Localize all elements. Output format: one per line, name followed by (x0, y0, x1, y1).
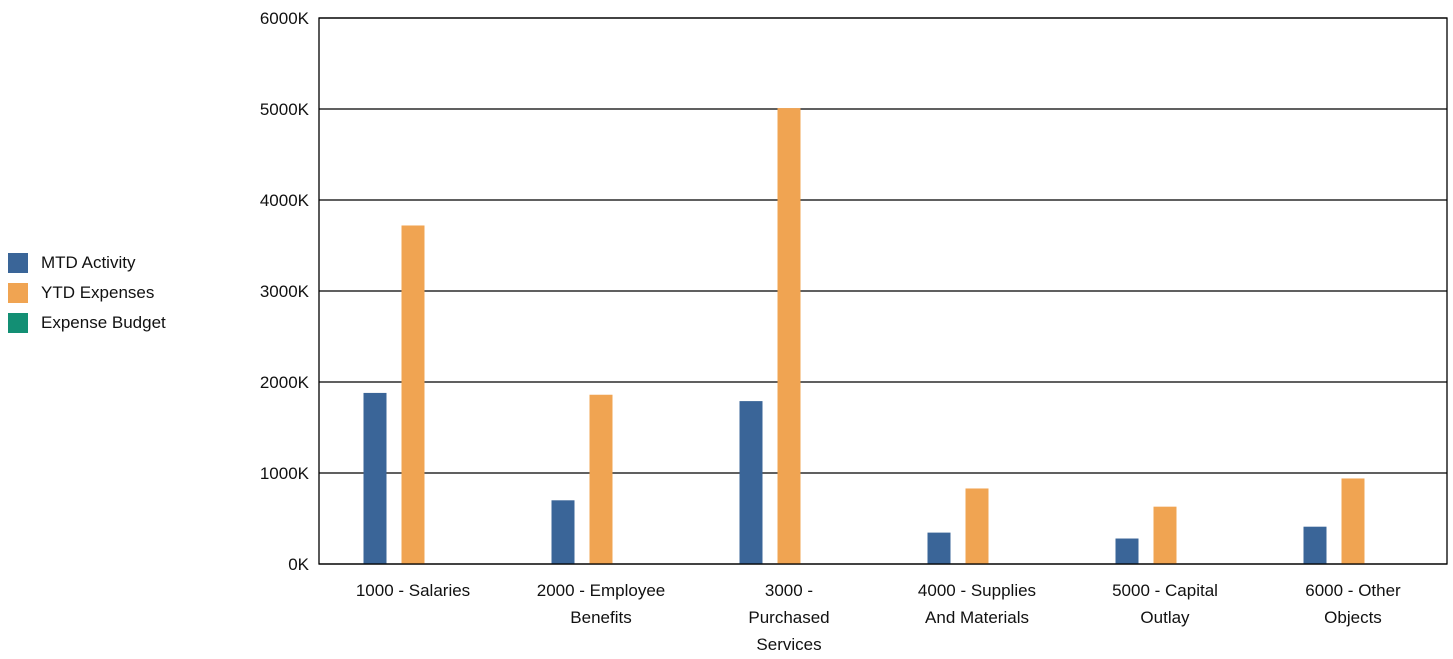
legend-item-ytd-expenses[interactable]: YTD Expenses (8, 278, 166, 308)
bar-mtd-activity-2[interactable] (551, 500, 575, 564)
x-tick-label-2: 2000 - Employee Benefits (537, 581, 666, 627)
x-tick-label-line: 6000 - Other (1305, 581, 1401, 600)
legend-swatch-expense-budget (8, 313, 28, 333)
bar-ytd-expenses-2[interactable] (589, 394, 613, 564)
x-tick-label-5: 5000 - Capital Outlay (1112, 581, 1218, 627)
axes (318, 17, 1448, 565)
x-tick-label-4: 4000 - Supplies And Materials (918, 581, 1036, 627)
x-tick-label-line: 3000 - (765, 581, 813, 600)
x-tick-label-6: 6000 - Other Objects (1305, 581, 1401, 627)
bar-mtd-activity-6[interactable] (1303, 526, 1327, 564)
x-tick-label-line: Benefits (570, 608, 631, 627)
y-tick-label-2000: 2000K (260, 373, 310, 392)
bar-ytd-expenses-3[interactable] (777, 108, 801, 564)
bar-mtd-activity-1[interactable] (363, 392, 387, 564)
x-tick-label-line: Services (756, 635, 821, 654)
bars (363, 108, 1365, 565)
x-tick-label-line: Outlay (1140, 608, 1190, 627)
y-axis-tick-labels: 0K 1000K 2000K 3000K 4000K 5000K 6000K (260, 9, 310, 574)
gridlines (319, 17, 1447, 565)
x-tick-label-3: 3000 - Purchased Services (748, 581, 829, 654)
x-tick-label-line: 1000 - Salaries (356, 581, 470, 600)
y-tick-label-1000: 1000K (260, 464, 310, 483)
plot-frame (318, 17, 1448, 565)
y-tick-label-4000: 4000K (260, 191, 310, 210)
bar-mtd-activity-3[interactable] (739, 401, 763, 564)
bar-ytd-expenses-6[interactable] (1341, 478, 1365, 564)
legend-swatch-mtd-activity (8, 253, 28, 273)
bar-ytd-expenses-4[interactable] (965, 488, 989, 564)
x-tick-label-1: 1000 - Salaries (356, 581, 470, 600)
x-tick-label-line: And Materials (925, 608, 1029, 627)
bar-mtd-activity-4[interactable] (927, 532, 951, 564)
bar-ytd-expenses-5[interactable] (1153, 506, 1177, 564)
x-tick-label-line: 5000 - Capital (1112, 581, 1218, 600)
legend-swatch-ytd-expenses (8, 283, 28, 303)
legend-label-ytd-expenses: YTD Expenses (41, 283, 155, 302)
y-tick-label-3000: 3000K (260, 282, 310, 301)
legend-label-expense-budget: Expense Budget (41, 313, 166, 332)
x-tick-label-line: 4000 - Supplies (918, 581, 1036, 600)
x-tick-label-line: Objects (1324, 608, 1382, 627)
legend-item-expense-budget[interactable]: Expense Budget (8, 308, 166, 338)
legend: MTD Activity YTD Expenses Expense Budget (8, 248, 166, 338)
x-tick-label-line: Purchased (748, 608, 829, 627)
y-tick-label-0: 0K (288, 555, 309, 574)
x-tick-label-line: 2000 - Employee (537, 581, 666, 600)
legend-item-mtd-activity[interactable]: MTD Activity (8, 248, 166, 278)
y-tick-label-6000: 6000K (260, 9, 310, 28)
bar-mtd-activity-5[interactable] (1115, 538, 1139, 564)
x-axis-tick-labels: 1000 - Salaries 2000 - Employee Benefits 30… (356, 581, 1401, 654)
y-tick-label-5000: 5000K (260, 100, 310, 119)
legend-label-mtd-activity: MTD Activity (41, 253, 136, 272)
bar-ytd-expenses-1[interactable] (401, 225, 425, 565)
